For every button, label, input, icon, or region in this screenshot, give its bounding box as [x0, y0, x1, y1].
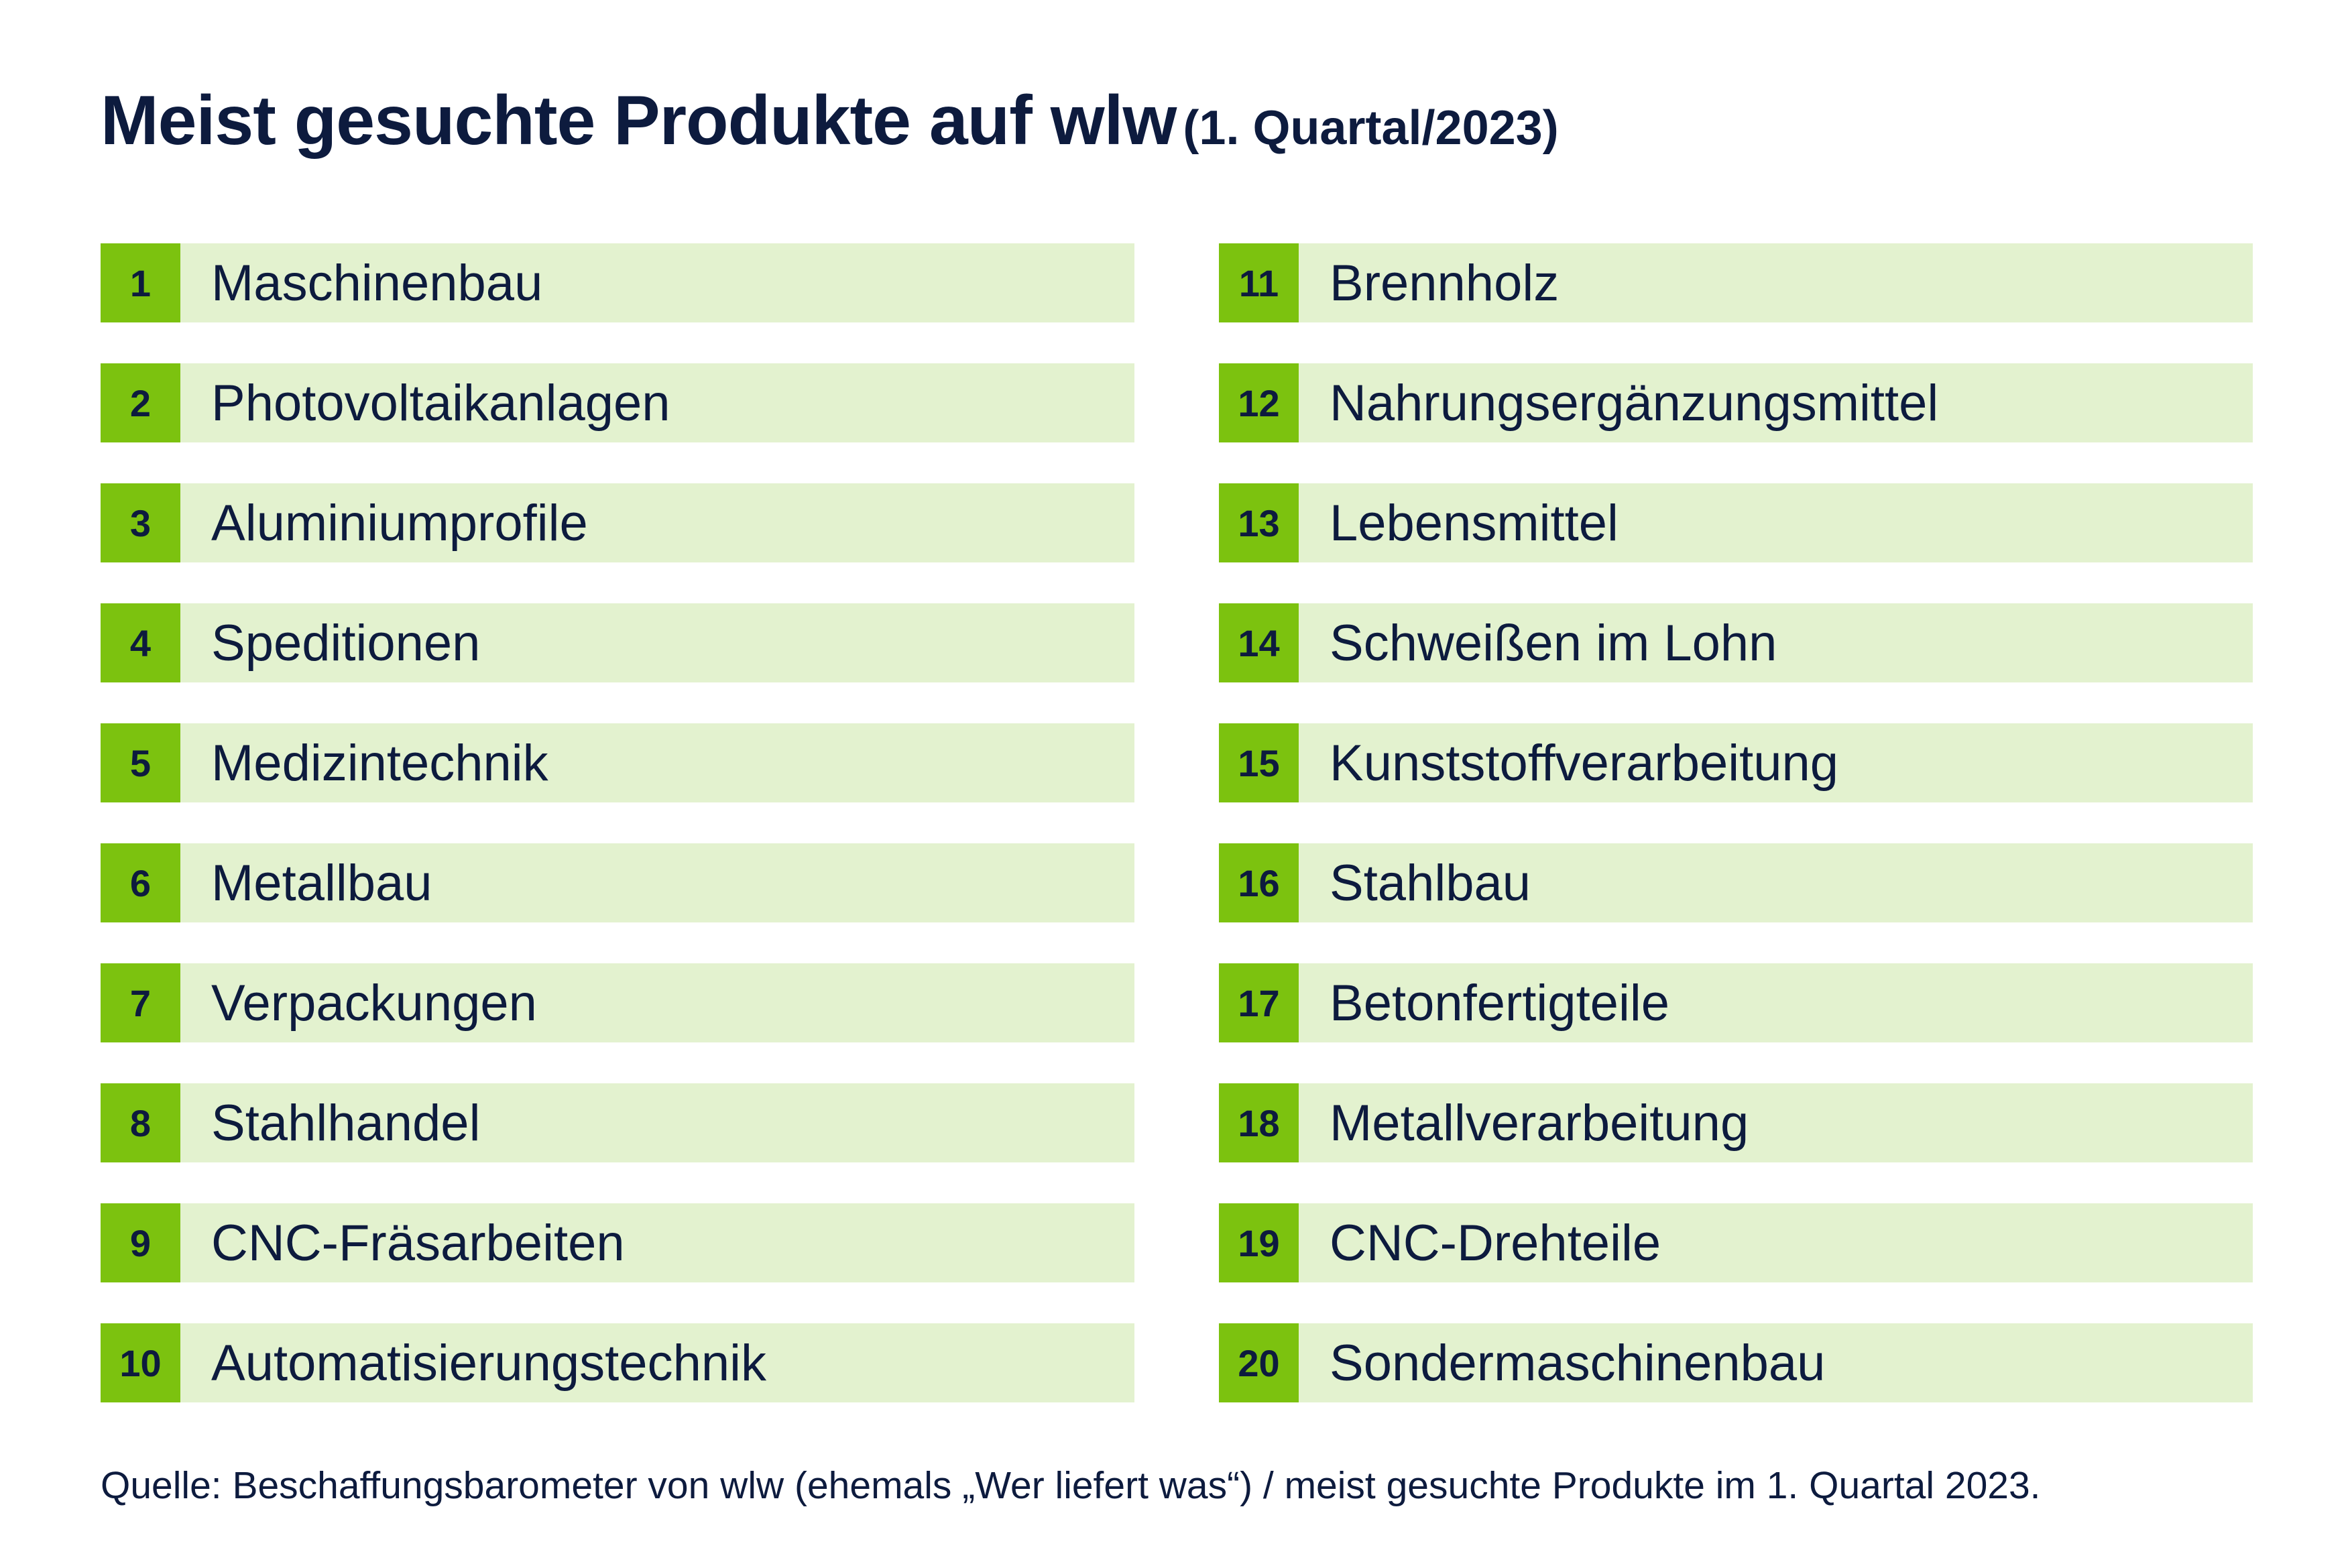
rank-badge: 1 [101, 243, 180, 322]
title-subtitle: (1. Quartal/2023) [1183, 101, 1559, 155]
product-label: Maschinenbau [211, 254, 543, 312]
list-item: 13 Lebensmittel [1219, 483, 2253, 562]
list-item: 16 Stahlbau [1219, 843, 2253, 922]
rank-badge: 4 [101, 603, 180, 682]
list-item: 9 CNC-Fräsarbeiten [101, 1203, 1134, 1282]
product-label: Verpackungen [211, 974, 537, 1032]
rank-badge: 6 [101, 843, 180, 922]
list-item: 8 Stahlhandel [101, 1083, 1134, 1162]
rank-badge: 18 [1219, 1083, 1299, 1162]
list-item: 17 Betonfertigteile [1219, 963, 2253, 1042]
product-label: Schweißen im Lohn [1330, 614, 1777, 672]
product-label: Medizintechnik [211, 734, 548, 792]
rank-badge: 10 [101, 1323, 180, 1402]
rank-badge: 14 [1219, 603, 1299, 682]
rank-badge: 3 [101, 483, 180, 562]
rank-badge: 8 [101, 1083, 180, 1162]
rank-badge: 19 [1219, 1203, 1299, 1282]
product-label: CNC-Drehteile [1330, 1214, 1661, 1272]
rank-badge: 13 [1219, 483, 1299, 562]
rank-badge: 9 [101, 1203, 180, 1282]
title-main: Meist gesuchte Produkte auf wlw [101, 82, 1177, 160]
list-item: 15 Kunststoffverarbeitung [1219, 723, 2253, 802]
source-note: Quelle: Beschaffungsbarometer von wlw (e… [101, 1464, 2041, 1507]
product-label: Sondermaschinenbau [1330, 1334, 1826, 1392]
list-item: 3 Aluminiumprofile [101, 483, 1134, 562]
product-label: Metallverarbeitung [1330, 1094, 1749, 1152]
list-item: 18 Metallverarbeitung [1219, 1083, 2253, 1162]
list-item: 19 CNC-Drehteile [1219, 1203, 2253, 1282]
list-item: 10 Automatisierungstechnik [101, 1323, 1134, 1402]
product-label: Nahrungsergänzungsmittel [1330, 374, 1939, 432]
list-item: 2 Photovoltaikanlagen [101, 363, 1134, 442]
rank-badge: 11 [1219, 243, 1299, 322]
list-item: 1 Maschinenbau [101, 243, 1134, 322]
product-label: Lebensmittel [1330, 494, 1619, 552]
list-item: 6 Metallbau [101, 843, 1134, 922]
list-item: 20 Sondermaschinenbau [1219, 1323, 2253, 1402]
rank-badge: 7 [101, 963, 180, 1042]
product-label: Aluminiumprofile [211, 494, 588, 552]
list-item: 14 Schweißen im Lohn [1219, 603, 2253, 682]
list-item: 5 Medizintechnik [101, 723, 1134, 802]
list-item: 4 Speditionen [101, 603, 1134, 682]
product-label: Photovoltaikanlagen [211, 374, 670, 432]
product-label: Stahlbau [1330, 854, 1531, 912]
rank-badge: 20 [1219, 1323, 1299, 1402]
product-label: Brennholz [1330, 254, 1560, 312]
product-label: Speditionen [211, 614, 481, 672]
rank-badge: 15 [1219, 723, 1299, 802]
product-label: Metallbau [211, 854, 432, 912]
ranking-list-right: 11 Brennholz 12 Nahrungsergänzungsmittel… [1219, 243, 2253, 1402]
list-item: 11 Brennholz [1219, 243, 2253, 322]
product-label: Kunststoffverarbeitung [1330, 734, 1839, 792]
product-label: Stahlhandel [211, 1094, 481, 1152]
rank-badge: 16 [1219, 843, 1299, 922]
product-label: Automatisierungstechnik [211, 1334, 766, 1392]
rank-badge: 12 [1219, 363, 1299, 442]
rank-badge: 2 [101, 363, 180, 442]
rank-badge: 17 [1219, 963, 1299, 1042]
product-label: CNC-Fräsarbeiten [211, 1214, 625, 1272]
product-label: Betonfertigteile [1330, 974, 1669, 1032]
rank-badge: 5 [101, 723, 180, 802]
list-item: 7 Verpackungen [101, 963, 1134, 1042]
list-item: 12 Nahrungsergänzungsmittel [1219, 363, 2253, 442]
page-title: Meist gesuchte Produkte auf wlw (1. Quart… [101, 86, 1559, 156]
ranking-list-left: 1 Maschinenbau 2 Photovoltaikanlagen 3 A… [101, 243, 1134, 1402]
